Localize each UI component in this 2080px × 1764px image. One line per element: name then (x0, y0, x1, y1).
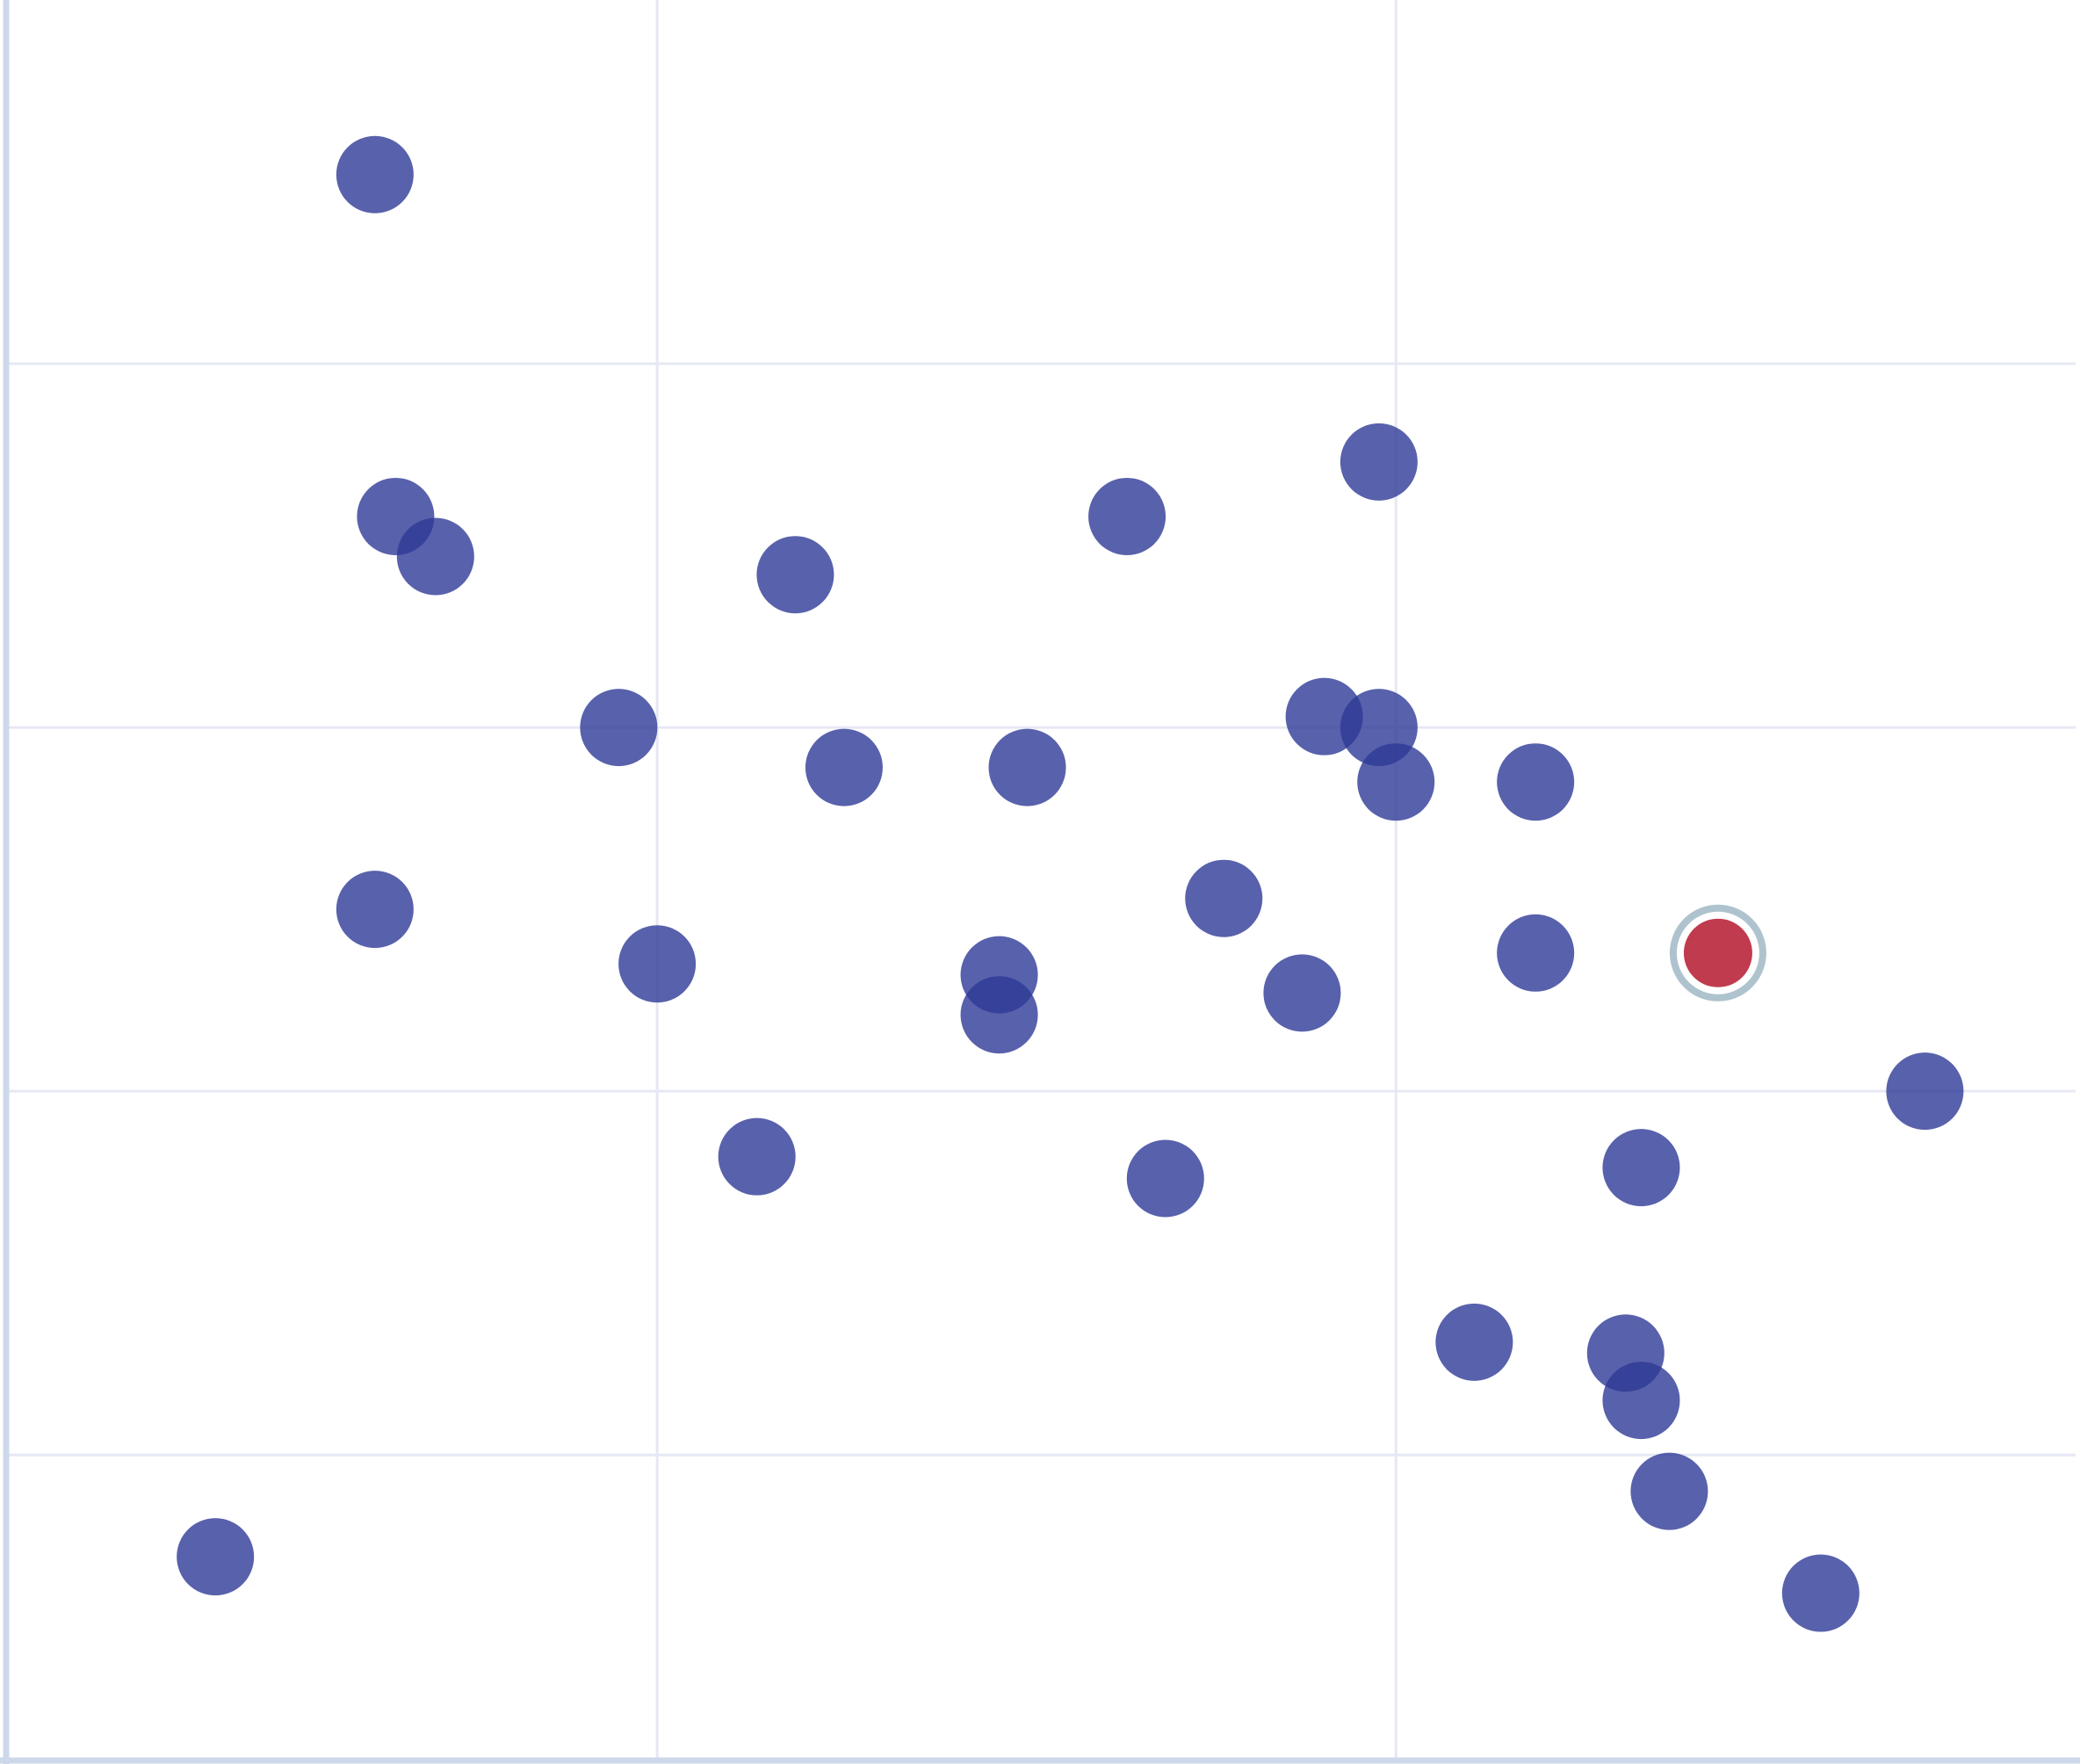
data-point[interactable] (1630, 1452, 1708, 1530)
data-point[interactable] (1185, 859, 1263, 937)
data-point[interactable] (1497, 743, 1575, 821)
data-point[interactable] (1886, 1052, 1964, 1131)
gridlines (7, 0, 2076, 1760)
data-point[interactable] (177, 1518, 255, 1596)
data-point[interactable] (1126, 1139, 1204, 1218)
data-point[interactable] (336, 135, 414, 213)
data-point[interactable] (1357, 743, 1435, 821)
data-point[interactable] (1602, 1362, 1680, 1440)
highlighted-point-group[interactable] (1669, 904, 1766, 1001)
data-point[interactable] (1340, 423, 1418, 501)
data-point[interactable] (1781, 1554, 1860, 1632)
data-point[interactable] (580, 689, 658, 767)
data-point[interactable] (336, 871, 414, 949)
data-point[interactable] (1602, 1129, 1680, 1207)
data-point[interactable] (396, 517, 474, 596)
data-point[interactable] (988, 728, 1066, 806)
data-point[interactable] (805, 728, 883, 806)
data-point[interactable] (1088, 477, 1166, 555)
data-point[interactable] (718, 1117, 796, 1196)
highlighted-data-point[interactable] (1683, 918, 1752, 987)
data-point[interactable] (1263, 954, 1341, 1032)
data-points (177, 135, 1964, 1632)
data-point[interactable] (960, 976, 1038, 1054)
data-point[interactable] (756, 536, 834, 614)
data-point[interactable] (618, 925, 697, 1003)
data-point[interactable] (1435, 1303, 1513, 1381)
data-point[interactable] (1497, 914, 1575, 992)
